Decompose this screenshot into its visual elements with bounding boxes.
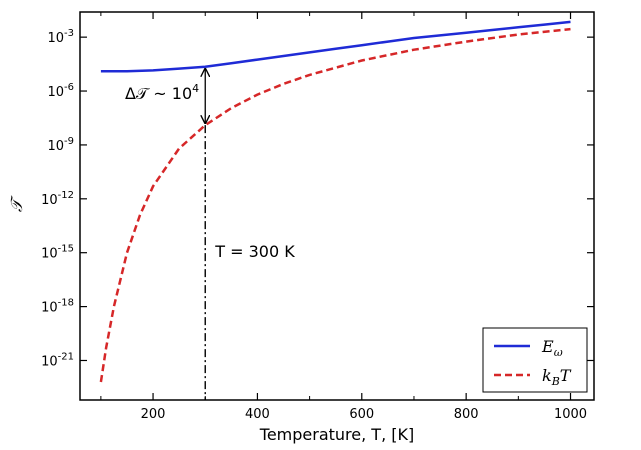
series-line-kbt [99,27,571,383]
y-tick-label--9: 10-9 [47,136,74,154]
legend-label-e-omega: Eω [541,337,563,359]
y-axis-label: 𝒯 [7,195,26,212]
x-tick-label-600: 600 [349,407,374,422]
y-tick-label--3: 10-3 [47,28,74,46]
series-line-e-omega [100,20,571,73]
x-tick-label-1000: 1000 [554,407,587,422]
legend: Eω kBT [482,327,588,393]
y-tick-label--21: 10-21 [41,351,74,369]
legend-box [482,327,588,393]
delta-label: Δ𝒯 ~ 104 [125,82,199,103]
y-axis: 10-3 10-6 10-9 10-12 10-15 10-18 10-21 [41,28,594,369]
series-group [99,20,571,383]
annotation-group: T = 300 K Δ𝒯 ~ 104 [125,69,295,400]
y-tick-label--15: 10-15 [41,244,74,262]
plot-frame [79,11,595,401]
y-tick-label--6: 10-6 [47,82,74,100]
x-axis-label: Temperature, T, [K] [259,425,414,444]
x-tick-label-200: 200 [141,407,166,422]
legend-label-kbt: kBT [542,366,572,388]
x-tick-label-400: 400 [245,407,270,422]
y-tick-label--18: 10-18 [41,298,74,316]
x-axis: 200 400 600 800 1000 [100,12,587,422]
vline-label: T = 300 K [214,242,295,261]
y-tick-label--12: 10-12 [41,190,74,208]
x-tick-label-800: 800 [454,407,479,422]
